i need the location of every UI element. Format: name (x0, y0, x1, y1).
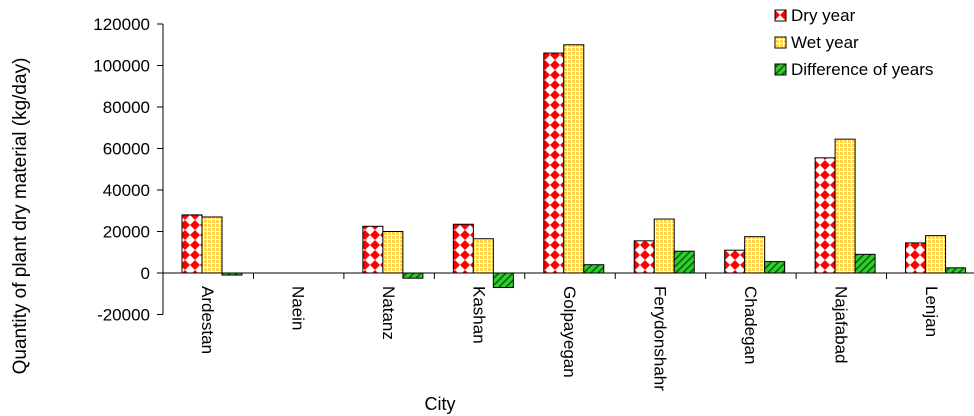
y-tick-label: 80000 (103, 98, 150, 117)
legend-label: Dry year (791, 6, 856, 25)
x-tick-label: Lenjan (922, 286, 941, 337)
legend: Dry year Wet year Difference of years (774, 6, 933, 79)
bar (492, 272, 514, 289)
bar (905, 242, 927, 274)
x-tick-label: Ardestan (198, 286, 217, 354)
bar (201, 216, 223, 274)
bar (583, 264, 605, 274)
x-tick-label: Natanz (379, 286, 398, 340)
x-tick-label: Naein (289, 286, 308, 330)
y-tick-label: 0 (141, 264, 150, 283)
bar (925, 235, 947, 274)
bar (402, 272, 424, 279)
x-tick-label: Kashan (470, 286, 489, 344)
y-tick-label: -20000 (97, 306, 150, 325)
bar (814, 157, 836, 274)
y-tick-label: 60000 (103, 140, 150, 159)
legend-swatch (774, 63, 787, 76)
bars (181, 44, 967, 289)
legend-label: Wet year (791, 33, 859, 52)
bar (563, 44, 585, 274)
bar (452, 223, 474, 274)
bar (945, 267, 967, 274)
y-tick-label: 40000 (103, 181, 150, 200)
bar (744, 236, 766, 274)
y-tick-label: 20000 (103, 223, 150, 242)
x-tick-labels: Ardestan Naein Natanz Kashan Golpayegan Feryd… (198, 286, 941, 391)
x-tick-label: Golpayegan (560, 286, 579, 378)
bar (834, 138, 856, 274)
legend-label: Difference of years (791, 60, 933, 79)
bar (724, 249, 746, 274)
y-axis-label: Quantity of plant dry material (kg/day) (10, 58, 31, 375)
bar (362, 225, 384, 274)
bar (472, 238, 494, 274)
bar (633, 240, 655, 274)
x-tick-label: Ferydonshahr (650, 286, 669, 391)
x-axis-label: City (425, 394, 456, 414)
bar (221, 272, 243, 276)
x-tick-label: Chadegan (741, 286, 760, 364)
bar (382, 231, 404, 274)
y-tick-label: 100000 (93, 57, 150, 76)
bar (543, 52, 565, 274)
bar (764, 261, 786, 274)
bar (181, 214, 203, 274)
x-tick-label: Najafabad (831, 286, 850, 364)
bar (854, 253, 876, 274)
legend-swatch (774, 36, 787, 49)
bar (673, 250, 695, 274)
bar (653, 218, 675, 274)
axes: -20000 0 20000 40000 60000 80000 100000 120000 (93, 15, 974, 325)
legend-swatch (774, 9, 787, 22)
y-tick-label: 120000 (93, 15, 150, 34)
